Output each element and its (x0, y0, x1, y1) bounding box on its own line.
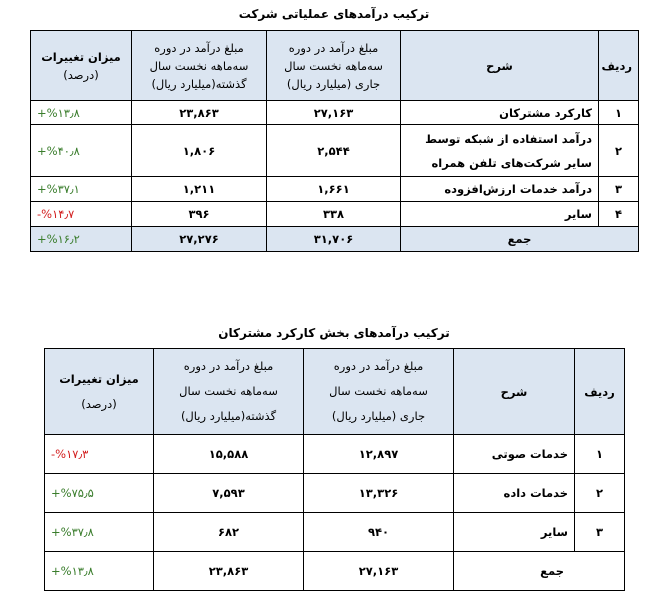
row-change-value: -%۱۷٫۳ (44, 434, 154, 474)
table-row: ۳ سایر ۹۴۰ ۶۸۲ +%۳۷٫۸ (44, 512, 625, 552)
table-row: ۲ درآمد استفاده از شبکه توسط سایر شرکت‌ه… (30, 124, 639, 177)
header-row-number: ردیف (574, 348, 625, 435)
row-number: ۳ (574, 512, 625, 552)
header-change-percent: میزان تغییرات (درصد) (44, 348, 154, 435)
row-previous-value: ۳۹۶ (131, 201, 267, 227)
header-current-revenue: مبلغ درآمد در دوره سه‌ماهه نخست سال جاری (… (303, 348, 454, 435)
row-change-value: +%۴۰٫۸ (30, 124, 132, 177)
table-row: ۴ سایر ۳۳۸ ۳۹۶ -%۱۴٫۷ (30, 201, 639, 227)
row-current-value: ۱۲,۸۹۷ (303, 434, 454, 474)
table-row: ۳ درآمد خدمات ارزش‌افزوده ۱,۶۶۱ ۱,۲۱۱ +%… (30, 176, 639, 202)
row-number: ۲ (574, 473, 625, 513)
table-row: ۱ کارکرد مشترکان ۲۷,۱۶۳ ۲۳,۸۶۳ +%۱۳٫۸ (30, 100, 639, 125)
table-row: ۲ خدمات داده ۱۳,۳۲۶ ۷,۵۹۳ +%۷۵٫۵ (44, 473, 625, 513)
row-current-value: ۲۷,۱۶۳ (266, 100, 401, 125)
row-description: خدمات داده (453, 473, 575, 513)
header-description: شرح (453, 348, 575, 435)
header-description: شرح (400, 30, 599, 101)
row-description: سایر (400, 201, 599, 227)
row-previous-value: ۱,۲۱۱ (131, 176, 267, 202)
row-change-value: -%۱۴٫۷ (30, 201, 132, 227)
row-previous-value: ۲۳,۸۶۳ (131, 100, 267, 125)
row-current-value: ۲,۵۴۴ (266, 124, 401, 177)
total-current-value: ۲۷,۱۶۳ (303, 551, 454, 591)
row-description: درآمد خدمات ارزش‌افزوده (400, 176, 599, 202)
subscriber-revenue-table: ردیف شرح مبلغ درآمد در دوره سه‌ماهه نخست … (44, 348, 625, 591)
header-previous-revenue: مبلغ درآمد در دوره سه‌ماهه نخست سال گذشته(… (131, 30, 267, 101)
row-description: خدمات صوتی (453, 434, 575, 474)
total-previous-value: ۲۳,۸۶۳ (153, 551, 304, 591)
operating-revenue-table: ردیف شرح مبلغ درآمد در دوره سه‌ماهه نخست … (30, 30, 639, 252)
row-description: کارکرد مشترکان (400, 100, 599, 125)
row-previous-value: ۷,۵۹۳ (153, 473, 304, 513)
total-current-value: ۳۱,۷۰۶ (266, 226, 401, 252)
row-previous-value: ۱۵,۵۸۸ (153, 434, 304, 474)
row-number: ۱ (598, 100, 639, 125)
row-change-value: +%۱۳٫۸ (30, 100, 132, 125)
row-current-value: ۹۴۰ (303, 512, 454, 552)
row-description: سایر (453, 512, 575, 552)
row-number: ۲ (598, 124, 639, 177)
header-previous-revenue: مبلغ درآمد در دوره سه‌ماهه نخست سال گذشته(… (153, 348, 304, 435)
row-description: درآمد استفاده از شبکه توسط سایر شرکت‌های… (400, 124, 599, 177)
row-previous-value: ۱,۸۰۶ (131, 124, 267, 177)
total-row: جمع ۲۷,۱۶۳ ۲۳,۸۶۳ +%۱۳٫۸ (44, 551, 625, 591)
row-current-value: ۱,۶۶۱ (266, 176, 401, 202)
row-current-value: ۳۳۸ (266, 201, 401, 227)
row-number: ۱ (574, 434, 625, 474)
table2-header-row: ردیف شرح مبلغ درآمد در دوره سه‌ماهه نخست … (44, 348, 625, 435)
total-change-value: +%۱۶٫۲ (30, 226, 132, 252)
row-previous-value: ۶۸۲ (153, 512, 304, 552)
table1-header-row: ردیف شرح مبلغ درآمد در دوره سه‌ماهه نخست … (30, 30, 639, 101)
row-number: ۳ (598, 176, 639, 202)
table2-title: ترکیب درآمدهای بخش کارکرد مشترکان (218, 326, 450, 340)
total-label: جمع (453, 551, 625, 591)
total-previous-value: ۲۷,۲۷۶ (131, 226, 267, 252)
row-change-value: +%۷۵٫۵ (44, 473, 154, 513)
header-change-percent: میزان تغییرات (درصد) (30, 30, 132, 101)
row-number: ۴ (598, 201, 639, 227)
table-row: ۱ خدمات صوتی ۱۲,۸۹۷ ۱۵,۵۸۸ -%۱۷٫۳ (44, 434, 625, 474)
total-row: جمع ۳۱,۷۰۶ ۲۷,۲۷۶ +%۱۶٫۲ (30, 226, 639, 252)
row-current-value: ۱۳,۳۲۶ (303, 473, 454, 513)
row-change-value: +%۳۷٫۸ (44, 512, 154, 552)
total-change-value: +%۱۳٫۸ (44, 551, 154, 591)
header-current-revenue: مبلغ درآمد در دوره سه‌ماهه نخست سال جاری (… (266, 30, 401, 101)
row-change-value: +%۳۷٫۱ (30, 176, 132, 202)
total-label: جمع (400, 226, 639, 252)
table1-title: ترکیب درآمدهای عملیاتی شرکت (238, 7, 430, 21)
header-row-number: ردیف (598, 30, 639, 101)
